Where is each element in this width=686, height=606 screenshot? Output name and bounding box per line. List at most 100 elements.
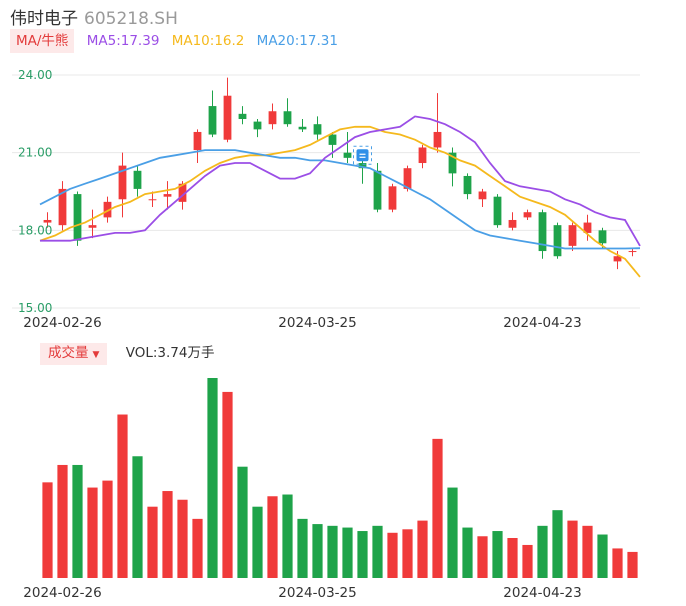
volume-bar bbox=[162, 491, 173, 578]
candle-body bbox=[628, 251, 637, 253]
candle-body bbox=[58, 188, 67, 226]
volume-bar bbox=[267, 496, 278, 578]
candle-body bbox=[253, 121, 262, 130]
price-grid bbox=[12, 74, 640, 309]
volume-bar bbox=[297, 518, 308, 578]
ma10-legend: MA10:16.2 bbox=[171, 33, 245, 49]
volume-bar bbox=[147, 506, 158, 578]
volume-bar bbox=[357, 531, 368, 578]
candle-body bbox=[118, 165, 127, 200]
candle-body bbox=[163, 194, 172, 197]
y-tick-label: 15.00 bbox=[18, 301, 52, 315]
candle-body bbox=[538, 212, 547, 252]
candle-body bbox=[193, 131, 202, 151]
candle-body bbox=[553, 225, 562, 257]
volume-bar bbox=[417, 520, 428, 578]
ma10-line bbox=[39, 125, 641, 278]
candle-body bbox=[88, 225, 97, 228]
ma20-legend: MA20:17.31 bbox=[256, 33, 338, 49]
candle-body bbox=[373, 170, 382, 210]
candle-body bbox=[568, 225, 577, 246]
volume-bar bbox=[312, 524, 323, 578]
volume-bar bbox=[102, 480, 113, 578]
volume-bar bbox=[177, 499, 188, 578]
candle-body bbox=[238, 113, 247, 120]
candle-body bbox=[313, 124, 322, 135]
volume-bar bbox=[432, 438, 443, 578]
volume-bar bbox=[237, 466, 248, 578]
ma-indicator-tag[interactable]: MA/牛熊 bbox=[10, 29, 75, 53]
candle-body bbox=[103, 201, 112, 218]
volume-bar bbox=[612, 548, 623, 578]
stock-title: 伟时电子 605218.SH bbox=[10, 4, 178, 29]
volume-bar bbox=[372, 525, 383, 578]
volume-bar bbox=[507, 538, 518, 578]
volume-legend: 成交量 ▼ VOL:3.74万手 bbox=[40, 341, 215, 365]
candle-body bbox=[478, 191, 487, 200]
ma5-line bbox=[40, 115, 641, 247]
stock-code: 605218.SH bbox=[84, 9, 178, 29]
candle-body bbox=[433, 131, 442, 148]
candle-body bbox=[583, 222, 592, 233]
volume-bar bbox=[72, 464, 83, 578]
candle-body bbox=[208, 106, 217, 135]
event-marker-icon[interactable] bbox=[353, 145, 372, 165]
volume-bar bbox=[57, 464, 68, 578]
x-tick-label: 2024-04-23 bbox=[503, 585, 581, 601]
volume-bar bbox=[252, 506, 263, 578]
y-tick-label: 18.00 bbox=[18, 223, 52, 237]
volume-bar bbox=[567, 520, 578, 578]
candle-body bbox=[283, 111, 292, 125]
volume-bar bbox=[42, 482, 53, 578]
volume-bar bbox=[522, 544, 533, 578]
volume-value: VOL:3.74万手 bbox=[125, 345, 215, 361]
volume-bar-series bbox=[42, 378, 638, 578]
volume-bar bbox=[627, 551, 638, 578]
volume-bar bbox=[342, 527, 353, 578]
x-tick-label: 2024-02-26 bbox=[23, 585, 101, 601]
candle-body bbox=[448, 152, 457, 174]
volume-indicator-dropdown[interactable]: 成交量 ▼ bbox=[40, 343, 108, 365]
candle-body bbox=[613, 256, 622, 262]
volume-bar bbox=[87, 487, 98, 578]
x-tick-label: 2024-03-25 bbox=[278, 315, 356, 331]
volume-bar bbox=[462, 527, 473, 578]
volume-bar bbox=[192, 518, 203, 578]
candle-body bbox=[388, 186, 397, 210]
volume-indicator-label: 成交量 bbox=[48, 345, 89, 361]
candle-body bbox=[328, 134, 337, 145]
price-date-axis: 2024-02-26 2024-03-25 2024-04-23 bbox=[23, 315, 581, 331]
candle-body bbox=[298, 126, 307, 130]
x-tick-label: 2024-04-23 bbox=[503, 315, 581, 331]
volume-bar bbox=[492, 531, 503, 578]
volume-bar bbox=[207, 378, 218, 578]
candle-body bbox=[268, 111, 277, 125]
volume-bar bbox=[597, 534, 608, 578]
volume-bar bbox=[477, 536, 488, 578]
candle-body bbox=[403, 168, 412, 189]
ma5-legend: MA5:17.39 bbox=[86, 33, 160, 49]
candle-body bbox=[43, 219, 52, 223]
candle-body bbox=[223, 95, 232, 140]
x-tick-label: 2024-03-25 bbox=[278, 585, 356, 601]
ma-legend: MA/牛熊 MA5:17.39 MA10:16.2 MA20:17.31 bbox=[10, 29, 338, 53]
candle-body bbox=[73, 194, 82, 241]
volume-bar bbox=[282, 494, 293, 578]
volume-bar bbox=[117, 414, 128, 578]
volume-bar bbox=[552, 510, 563, 578]
volume-bar bbox=[402, 529, 413, 578]
candle-body bbox=[418, 147, 427, 164]
volume-date-axis: 2024-02-26 2024-03-25 2024-04-23 bbox=[23, 585, 581, 601]
candle-body bbox=[493, 196, 502, 226]
candle-body bbox=[133, 170, 142, 189]
moving-average-lines bbox=[39, 115, 641, 278]
volume-bar bbox=[447, 487, 458, 578]
price-axis-labels: 24.00 21.00 18.00 15.00 bbox=[18, 68, 52, 315]
volume-bar bbox=[327, 525, 338, 578]
volume-bar bbox=[582, 525, 593, 578]
volume-bar bbox=[537, 525, 548, 578]
candle-body bbox=[523, 212, 532, 218]
candle-body bbox=[508, 219, 517, 228]
y-tick-label: 24.00 bbox=[18, 68, 52, 82]
